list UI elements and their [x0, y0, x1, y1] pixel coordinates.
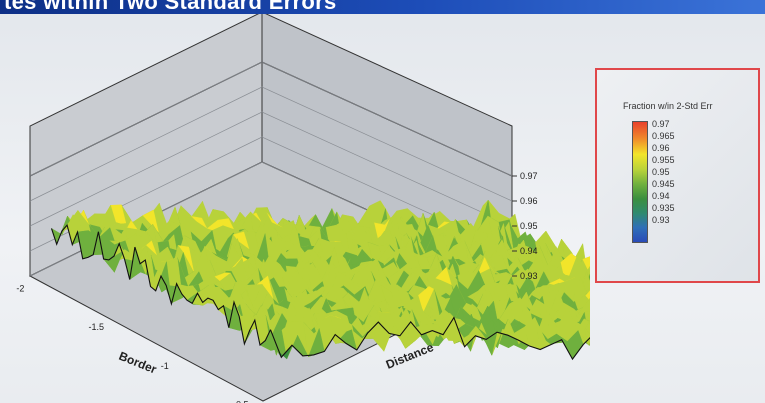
page-title: tes within Two Standard Errors	[4, 0, 337, 14]
surface-plot: 0.970.960.950.940.93-2-1.5-1-0.5-2-1.5-1…	[16, 14, 590, 403]
z-tick-label: 0.94	[520, 246, 538, 256]
z-tick-label: 0.97	[520, 171, 538, 181]
surface-edge	[50, 223, 271, 347]
surface-cell	[587, 265, 590, 275]
x-tick-label: -2	[16, 283, 24, 293]
x-tick-label: -0.5	[233, 400, 249, 403]
z-tick-label: 0.96	[520, 196, 538, 206]
x-tick-label: -1.5	[89, 322, 105, 332]
legend-label: 0.93	[652, 215, 670, 225]
legend-label: 0.95	[652, 167, 670, 177]
legend-title: Fraction w/in 2-Std Err	[623, 101, 713, 111]
legend-label: 0.97	[652, 119, 670, 129]
legend-label: 0.965	[652, 131, 675, 141]
wall-gridline	[29, 86, 513, 202]
wall-gridline	[29, 61, 513, 177]
surface-edge	[269, 316, 590, 361]
legend-label: 0.935	[652, 203, 675, 213]
legend-labels: 0.97 0.965 0.96 0.955 0.95 0.945 0.94 0.…	[652, 118, 675, 226]
legend-color-bar	[632, 121, 648, 243]
wall-gridline	[29, 111, 513, 227]
z-tick-label: 0.93	[520, 271, 538, 281]
axis-ticks: 0.970.960.950.940.93-2-1.5-1-0.5-2-1.5-1…	[16, 171, 538, 403]
surface-mesh	[50, 199, 590, 361]
x-axis-label: Border	[117, 349, 159, 377]
legend-label: 0.96	[652, 143, 670, 153]
x-tick-label: -1	[161, 361, 169, 371]
legend-label: 0.94	[652, 191, 670, 201]
legend-label: 0.955	[652, 155, 675, 165]
title-bar: tes within Two Standard Errors	[0, 0, 765, 14]
color-legend: Fraction w/in 2-Std Err 0.97 0.965 0.96 …	[595, 68, 760, 283]
legend-label: 0.945	[652, 179, 675, 189]
z-tick-label: 0.95	[520, 221, 538, 231]
